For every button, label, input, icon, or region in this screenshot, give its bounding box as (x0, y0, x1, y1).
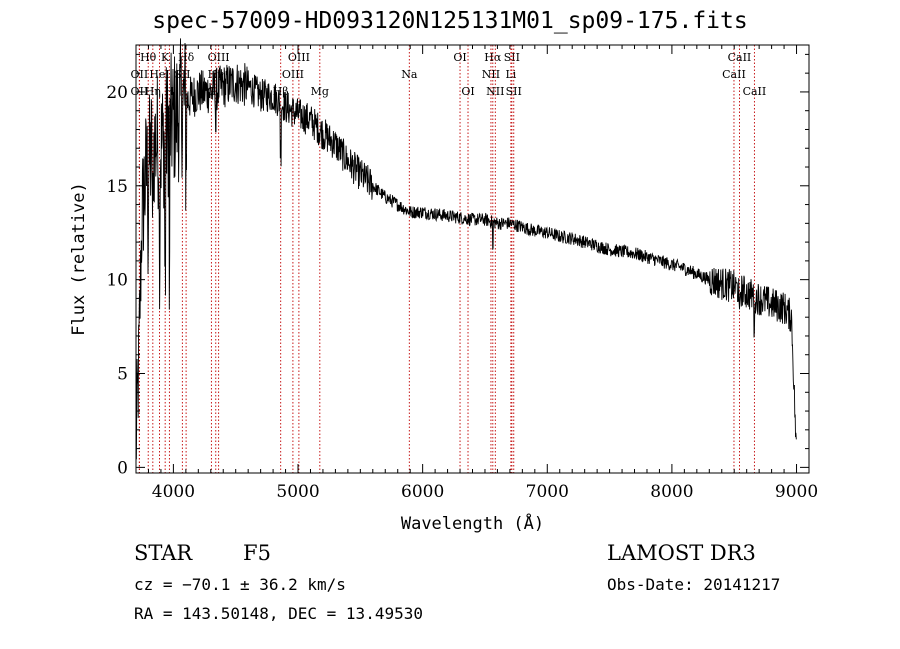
spectral-line-label: H (165, 85, 175, 98)
x-tick-label: 9000 (775, 482, 818, 502)
survey-name: LAMOST DR3 (607, 541, 756, 565)
x-tick-label: 4000 (152, 482, 195, 502)
spectral-line-label: Hθ (140, 51, 157, 64)
y-tick-label: 20 (106, 83, 128, 103)
spectral-line-label: SII (504, 51, 520, 64)
spectral-line-label: Li (505, 68, 516, 81)
spectral-line-label: Hδ (178, 51, 195, 64)
chart-title: spec-57009-HD093120N125131M01_sp09-175.f… (152, 8, 748, 34)
spectral-line-label: G (207, 85, 216, 98)
spectral-line-label: OI (453, 51, 466, 64)
spectral-line-label: Hα (484, 51, 502, 64)
spectral-line-label: NII (486, 85, 504, 98)
object-class: STAR (134, 541, 193, 565)
object-subclass: F5 (243, 541, 271, 565)
y-tick-label: 10 (106, 271, 128, 291)
spectral-line-label: NII (482, 68, 500, 81)
spectral-line-label: OI (461, 85, 474, 98)
x-tick-label: 8000 (650, 482, 693, 502)
spectrum-trace (135, 38, 797, 460)
x-tick-label: 6000 (401, 482, 444, 502)
spectral-line-label: Na (401, 68, 418, 81)
spectral-line-label: OIII (288, 51, 310, 64)
spectral-line-label: Mg (311, 85, 329, 98)
spectral-line-label: Hη (145, 85, 161, 98)
spectral-line-label: HeI (149, 68, 169, 81)
spectral-line-label: SII (506, 85, 522, 98)
y-tick-label: 5 (117, 365, 128, 385)
x-tick-label: 7000 (526, 482, 569, 502)
spectral-line-label: OIII (208, 51, 230, 64)
spectral-line-label: K (161, 51, 170, 64)
y-tick-label: 15 (106, 177, 128, 197)
observation-date: Obs-Date: 20141217 (607, 575, 781, 594)
x-tick-label: 5000 (276, 482, 319, 502)
spectral-line-label: OIII (282, 68, 304, 81)
spectral-line-label: CaII (722, 68, 746, 81)
x-axis-label: Wavelength (Å) (401, 512, 544, 534)
spectral-line-label: SII (174, 68, 190, 81)
y-axis-label: Flux (relative) (69, 182, 89, 336)
y-tick-label: 0 (117, 458, 128, 478)
plot-frame (135, 44, 810, 474)
spectral-line-label: CaII (743, 85, 767, 98)
spectral-line-label: CaII (728, 51, 752, 64)
coordinates: RA = 143.50148, DEC = 13.49530 (134, 604, 423, 623)
redshift-velocity: cz = −70.1 ± 36.2 km/s (134, 575, 346, 594)
